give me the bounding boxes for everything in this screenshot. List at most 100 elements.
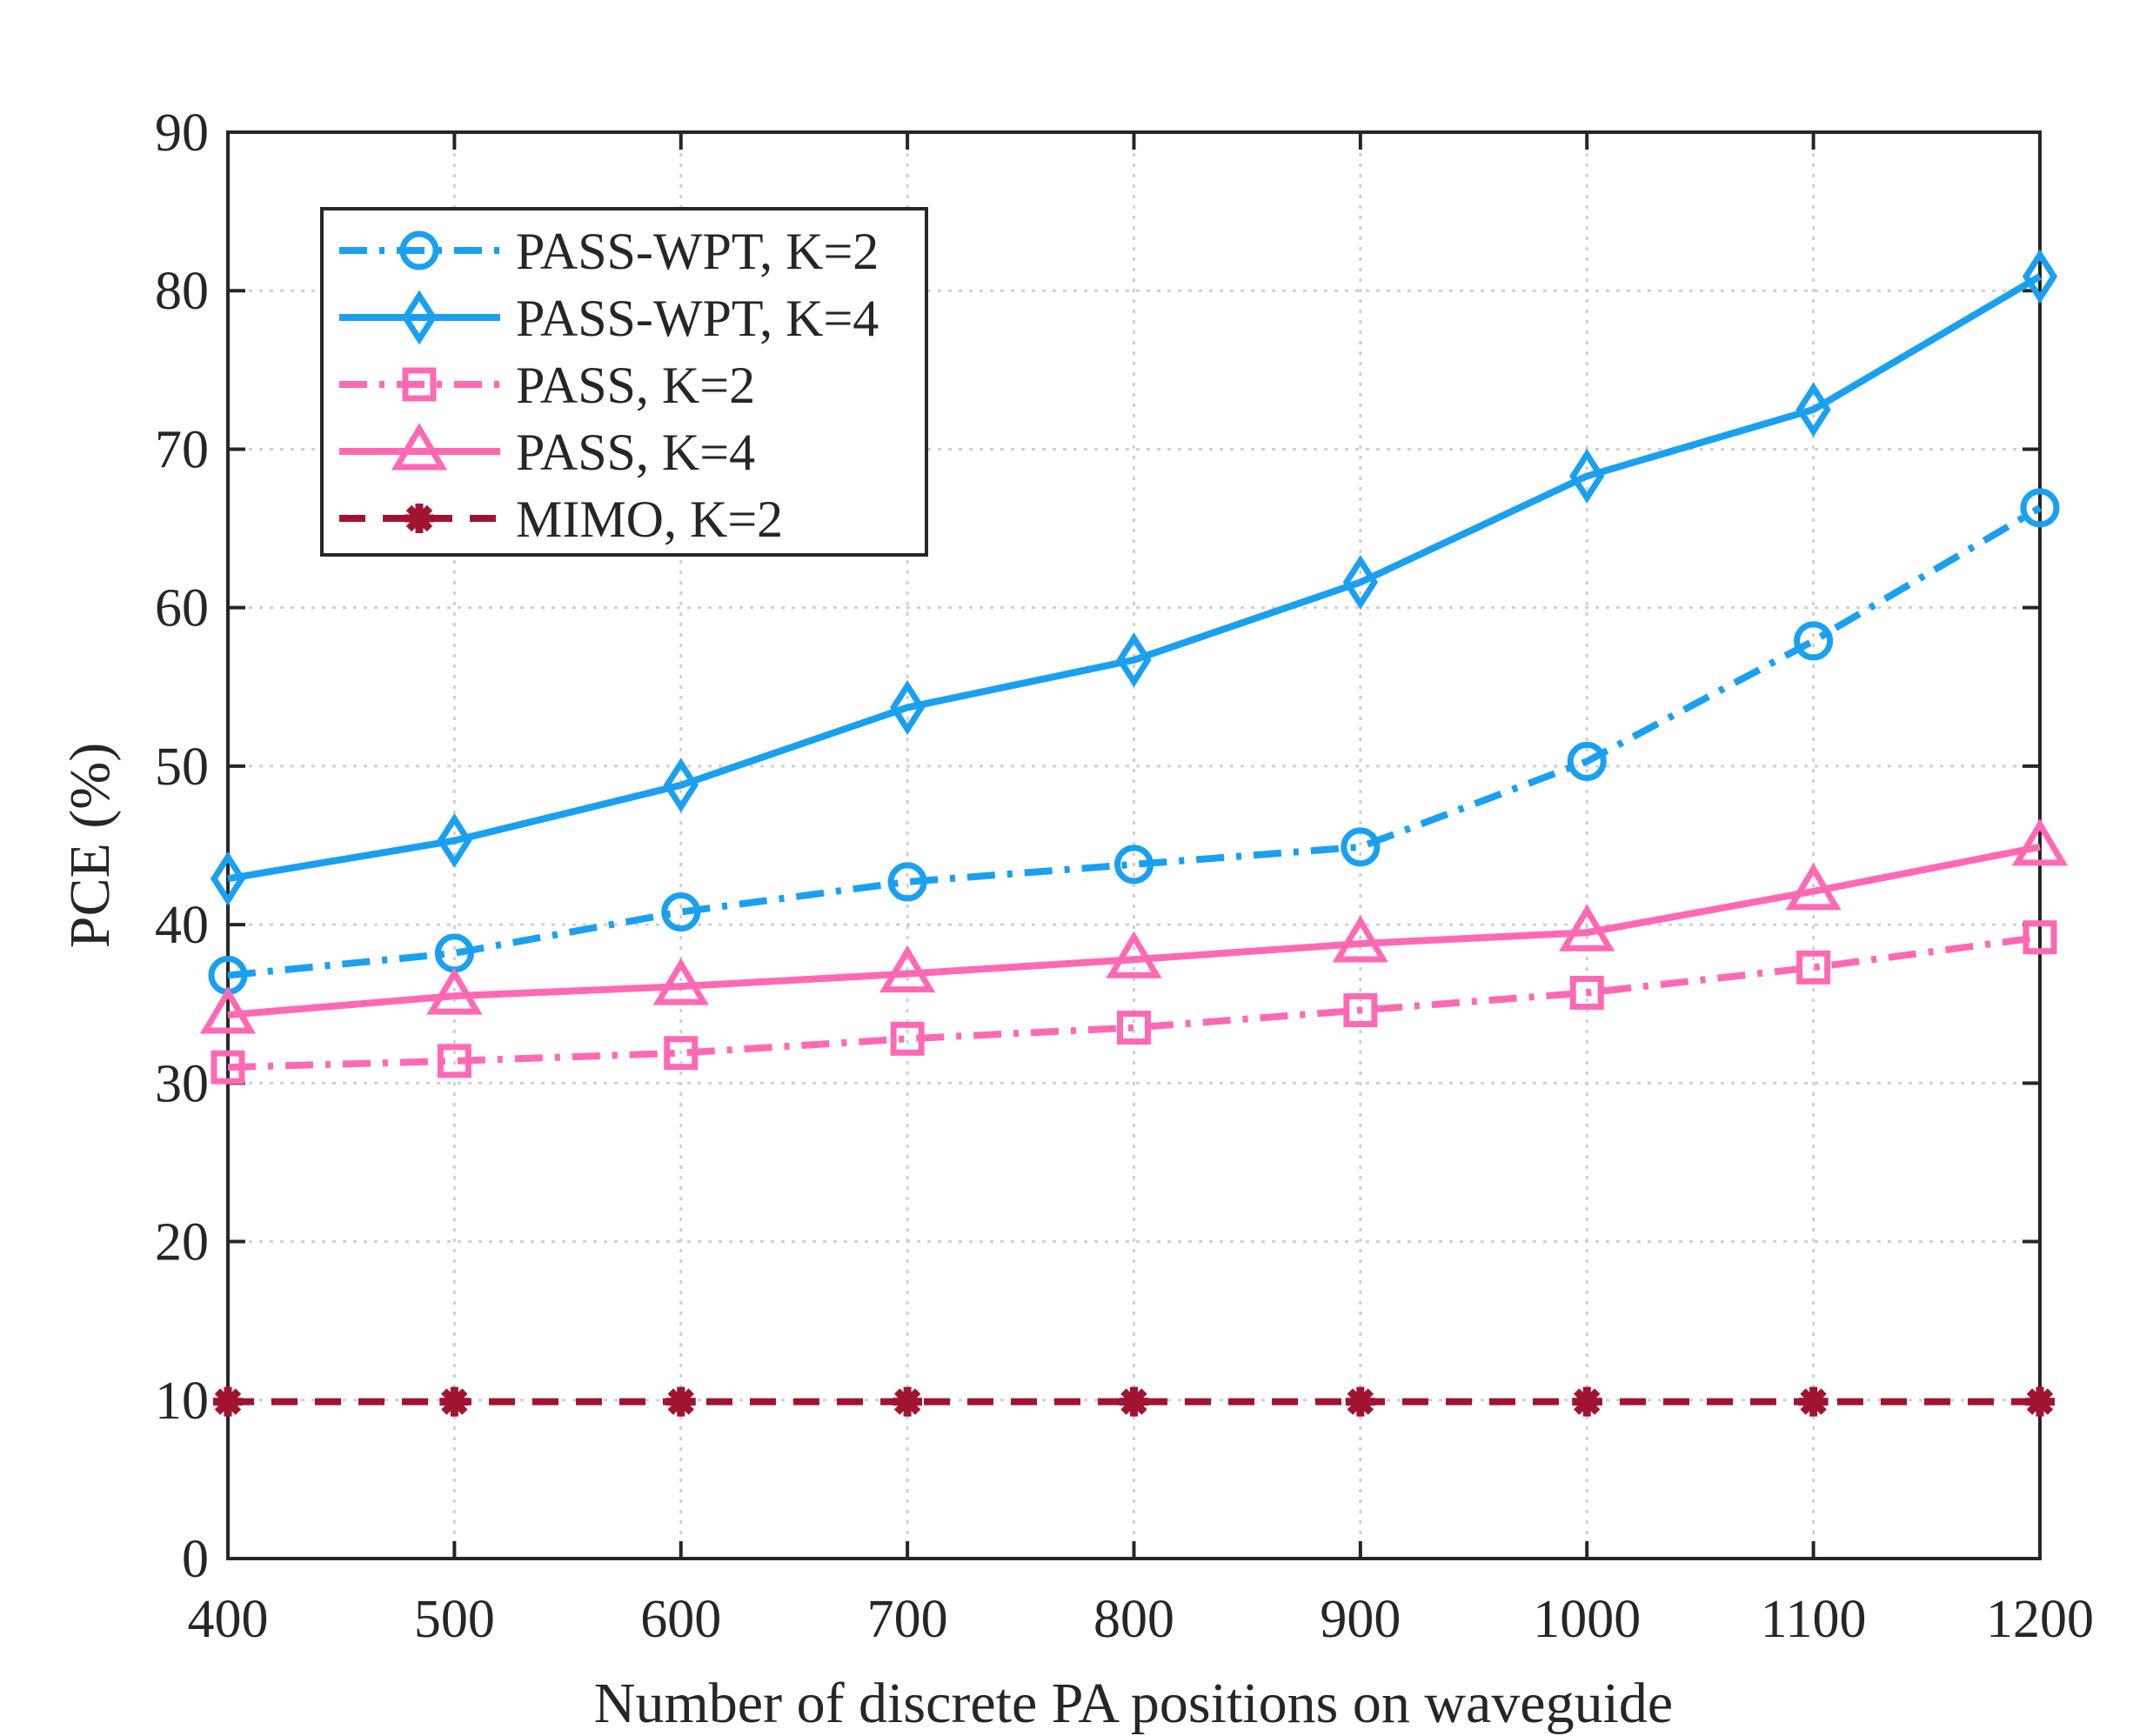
data-point	[1114, 845, 1153, 885]
data-point	[1341, 827, 1381, 867]
data-point	[1795, 382, 1831, 437]
legend: PASS-WPT, K=2 PASS-WPT, K=4 PASS, K=2 PASS,…	[320, 207, 928, 557]
legend-entry: PASS-WPT, K=4	[339, 290, 879, 347]
data-point	[1798, 1386, 1829, 1417]
asterisk-core	[1126, 1393, 1142, 1410]
asterisk-core	[1579, 1393, 1595, 1410]
data-point	[1345, 1386, 1375, 1417]
asterisk-core	[1805, 1393, 1822, 1410]
data-point	[437, 1044, 471, 1078]
data-point	[893, 1386, 923, 1417]
series-0	[208, 488, 2060, 995]
data-point	[210, 851, 246, 906]
x-axis-title: Number of discrete PA positions on waveg…	[594, 1672, 1673, 1735]
data-point	[426, 967, 483, 1015]
data-point	[437, 813, 472, 869]
x-tick-label: 800	[1093, 1590, 1174, 1649]
axis-ticks: 400 500 600 700 800 900 1000 1100 1200 0 10 20 30 40 5…	[155, 103, 2094, 1649]
legend-marker	[391, 423, 448, 471]
asterisk-core	[446, 1393, 463, 1410]
legend-label: PASS, K=4	[516, 424, 755, 481]
asterisk-core	[411, 511, 427, 526]
data-point	[652, 958, 709, 1005]
data-point	[887, 862, 927, 902]
y-tick-label: 30	[155, 1054, 209, 1113]
legend-marker	[402, 367, 437, 402]
legend-label: PASS-WPT, K=2	[516, 223, 879, 280]
series-line	[227, 504, 2043, 979]
data-point	[1559, 904, 1615, 951]
legend-entry: PASS-WPT, K=2	[339, 223, 879, 280]
legend-marker	[405, 504, 434, 533]
asterisk-core	[220, 1393, 236, 1410]
data-point	[211, 1050, 245, 1085]
data-point	[889, 679, 926, 735]
data-point	[664, 1036, 699, 1071]
data-point	[663, 758, 699, 813]
series-1	[210, 249, 2058, 906]
data-point	[1342, 555, 1379, 611]
y-tick-label: 80	[155, 262, 209, 321]
series-3	[199, 818, 2069, 1034]
asterisk-core	[899, 1393, 916, 1410]
y-tick-label: 40	[155, 896, 209, 955]
x-tick-label: 900	[1320, 1590, 1401, 1649]
data-point	[1343, 993, 1378, 1028]
x-tick-label: 1000	[1533, 1590, 1641, 1649]
data-point	[665, 1386, 696, 1417]
data-point	[1569, 975, 1604, 1010]
data-point	[199, 986, 257, 1034]
legend-entry: PASS, K=2	[339, 357, 755, 414]
data-point	[213, 1386, 243, 1417]
data-point	[1785, 862, 1842, 911]
data-point	[1572, 1386, 1602, 1417]
series-4	[213, 1386, 2055, 1417]
legend-marker	[399, 230, 439, 270]
legend-entry: MIMO, K=2	[339, 491, 783, 548]
x-tick-label: 500	[414, 1590, 495, 1649]
y-tick-label: 50	[155, 738, 209, 797]
data-point	[890, 1021, 925, 1056]
y-tick-label: 60	[155, 579, 209, 638]
legend-label: MIMO, K=2	[516, 491, 783, 548]
y-tick-label: 10	[155, 1372, 209, 1431]
data-point	[2020, 488, 2060, 528]
data-point	[1117, 1011, 1151, 1045]
data-point	[2011, 818, 2069, 866]
series-line	[227, 273, 2043, 883]
y-tick-label: 20	[155, 1213, 209, 1272]
asterisk-core	[2032, 1393, 2048, 1410]
y-axis-title: PCE (%)	[58, 743, 122, 948]
data-point	[1106, 931, 1162, 978]
series-2	[211, 920, 2057, 1085]
asterisk-core	[672, 1393, 689, 1410]
y-tick-label: 90	[155, 103, 209, 163]
data-point	[1119, 1386, 1149, 1417]
data-point	[2025, 1386, 2055, 1417]
legend-label: PASS-WPT, K=4	[516, 290, 879, 347]
series-line	[227, 933, 2041, 1072]
legend-entry: PASS, K=4	[339, 423, 755, 481]
legend-marker	[401, 290, 438, 345]
data-point	[661, 892, 701, 932]
x-tick-label: 600	[640, 1590, 721, 1649]
data-point	[2023, 920, 2057, 955]
data-series	[199, 249, 2069, 1417]
data-point	[2022, 249, 2058, 304]
data-point	[1569, 448, 1605, 504]
data-point	[1794, 621, 1834, 661]
x-tick-label: 700	[867, 1590, 948, 1649]
series-line	[227, 843, 2041, 1018]
data-point	[439, 1386, 470, 1417]
asterisk-core	[1352, 1393, 1368, 1410]
data-point	[1332, 915, 1389, 963]
x-tick-label: 1200	[1986, 1590, 2094, 1649]
y-tick-label: 70	[155, 420, 209, 479]
data-point	[1796, 950, 1831, 985]
x-tick-label: 1100	[1761, 1590, 1867, 1649]
legend-label: PASS, K=2	[516, 357, 755, 414]
y-tick-label: 0	[182, 1530, 209, 1589]
data-point	[879, 945, 936, 993]
data-point	[1116, 632, 1152, 688]
